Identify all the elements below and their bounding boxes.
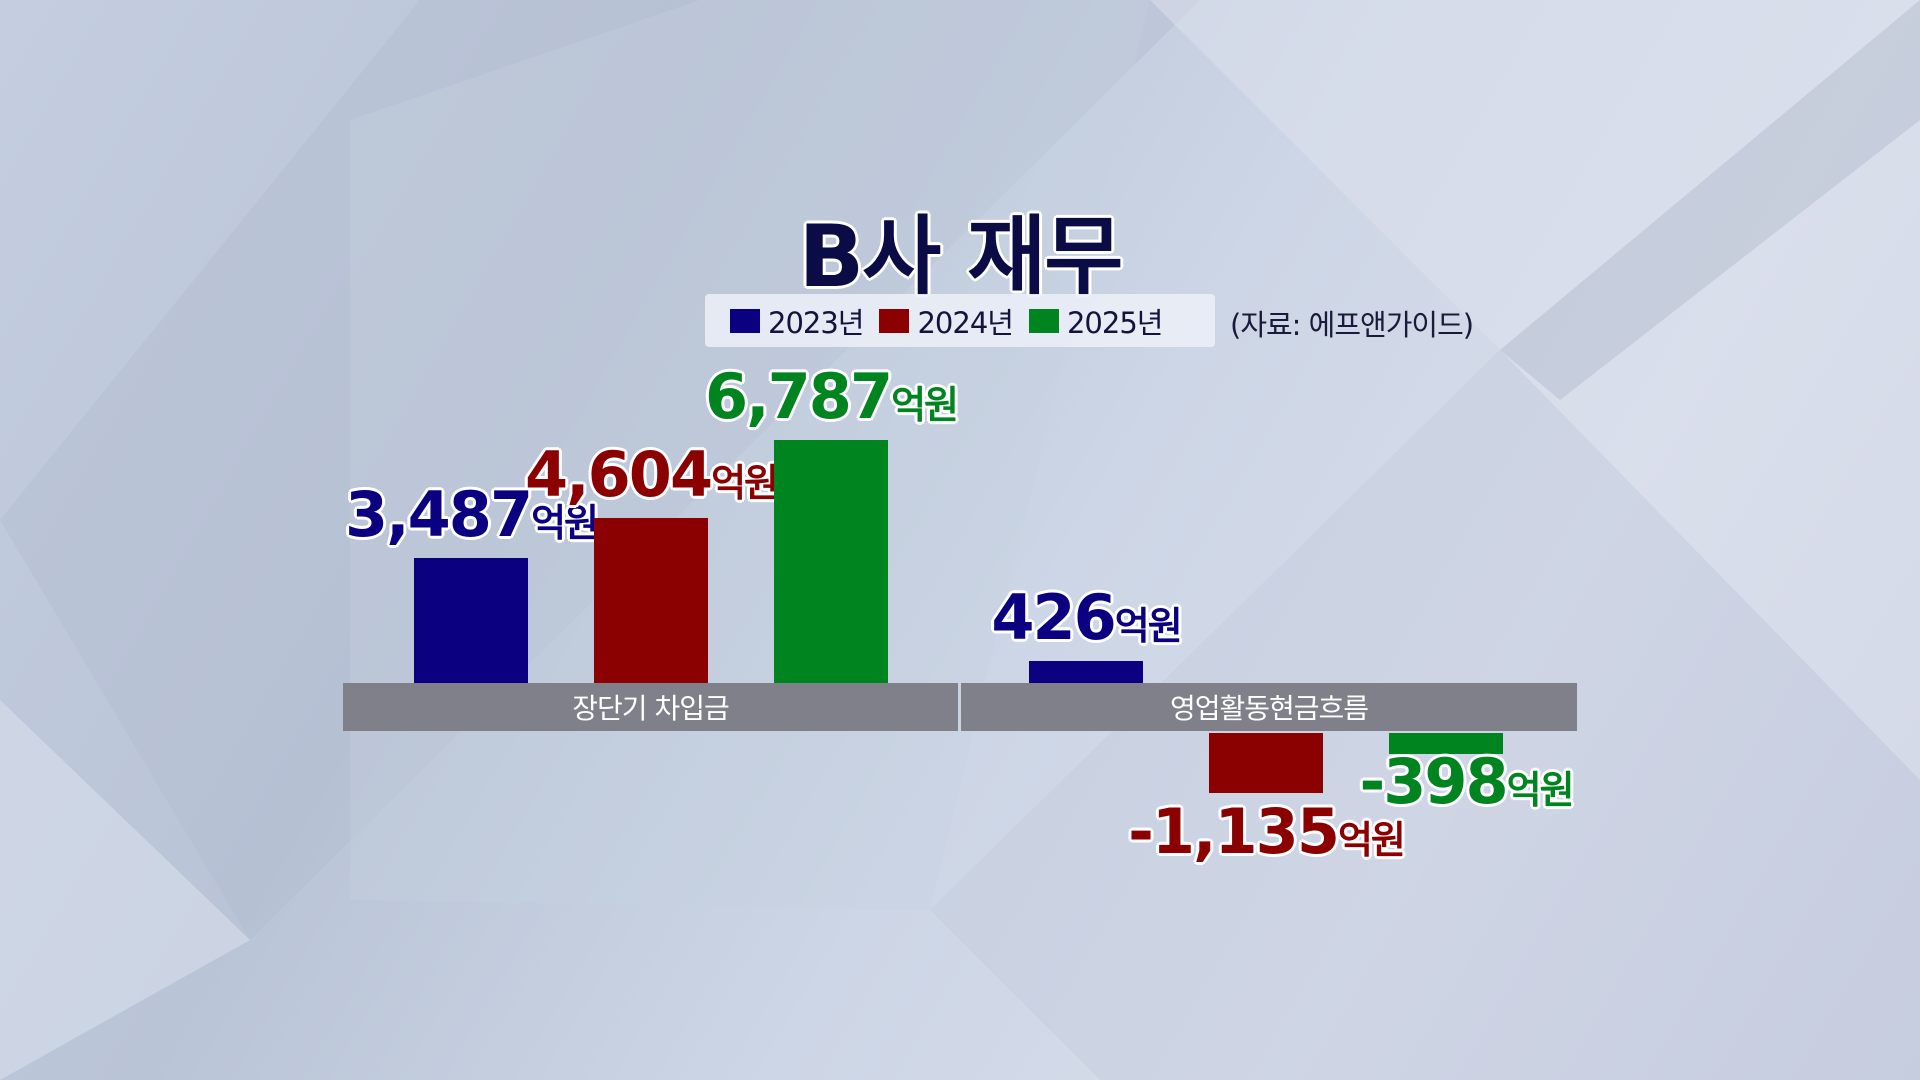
legend-label: 2023년 xyxy=(768,305,864,340)
bar-2025년-0 xyxy=(774,440,888,683)
data-label-unit: 억원 xyxy=(891,383,959,427)
chart-title: B사 재무 xyxy=(798,207,1124,307)
legend-swatch xyxy=(879,308,910,333)
data-label-value: 6,787 xyxy=(704,360,893,433)
legend-item-2024: 2024년 xyxy=(879,300,1014,342)
legend-swatch xyxy=(730,308,760,333)
legend-label: 2024년 xyxy=(917,305,1013,340)
data-label-value: 426 xyxy=(991,580,1116,654)
data-label-unit: 억원 xyxy=(531,501,599,546)
category-label-borrowings: 장단기 차입금 xyxy=(343,683,958,731)
legend-label: 2025년 xyxy=(1066,305,1163,340)
data-label: 4,604억원 xyxy=(524,438,779,512)
legend-swatch xyxy=(1028,308,1059,333)
data-label-unit: 억원 xyxy=(1114,603,1183,648)
data-label: 426억원 xyxy=(991,580,1183,654)
bar-2023년-0 xyxy=(414,558,528,683)
data-label: 3,487억원 xyxy=(344,478,599,552)
data-label-unit: 억원 xyxy=(1506,768,1575,812)
data-label-unit: 억원 xyxy=(1337,817,1406,862)
legend-item-2023: 2023년 xyxy=(730,300,864,342)
source-note: (자료: 에프앤가이드) xyxy=(1230,308,1474,342)
bar-2024년-0 xyxy=(594,518,708,683)
data-label-value: 4,604 xyxy=(524,438,713,512)
legend: 2023년 2024년 2025년 xyxy=(705,294,1215,347)
category-label-operating-cash-flow: 영업활동현금흐름 xyxy=(961,683,1577,731)
bar-2024년-1 xyxy=(1209,733,1323,793)
bar-2023년-1 xyxy=(1029,660,1143,683)
data-label-value: -1,135 xyxy=(1128,794,1340,868)
data-label-value: 3,487 xyxy=(344,478,533,552)
data-label: -398억원 xyxy=(1359,745,1575,818)
legend-item-2025: 2025년 xyxy=(1028,300,1163,342)
data-label-value: -398 xyxy=(1359,745,1508,818)
data-label: 6,787억원 xyxy=(704,360,959,433)
data-label-unit: 억원 xyxy=(711,461,779,506)
bar-2025년-1 xyxy=(1389,733,1503,754)
data-label: -1,135억원 xyxy=(1128,794,1406,868)
